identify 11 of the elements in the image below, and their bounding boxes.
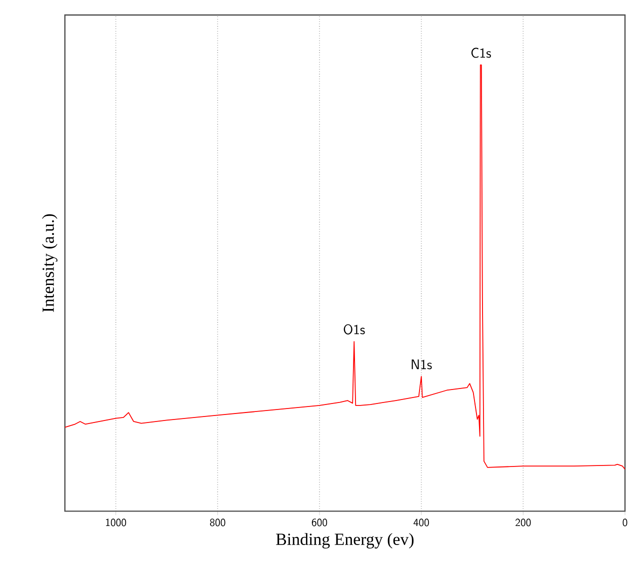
x-axis-title: Binding Energy (ev) xyxy=(276,533,414,548)
x-tick-label: 800 xyxy=(210,518,226,526)
x-tick-label: 400 xyxy=(414,518,429,526)
x-tick-label: 600 xyxy=(312,518,328,526)
y-axis-title: Intensity (a.u.) xyxy=(42,214,58,312)
annotation: C1s xyxy=(471,48,491,58)
x-tick-label: 0 xyxy=(622,518,628,526)
annotation: O1s xyxy=(344,324,365,334)
x-tick-label: 200 xyxy=(516,518,531,526)
x-tick-label: 1000 xyxy=(106,518,126,526)
annotation: N1s xyxy=(412,359,432,370)
